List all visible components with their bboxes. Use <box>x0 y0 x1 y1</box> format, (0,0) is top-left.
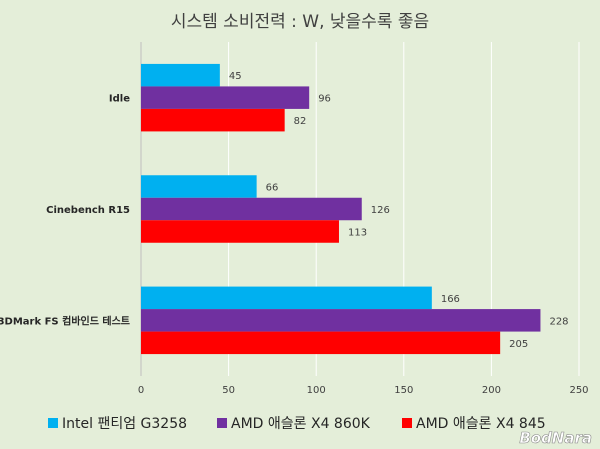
x-tick-label: 200 <box>482 385 501 396</box>
bar <box>141 63 220 87</box>
x-tick-label: 50 <box>222 385 235 396</box>
x-tick-label: 150 <box>394 385 413 396</box>
data-label: 45 <box>229 71 242 82</box>
category-label: 3DMark FS 컴바인드 테스트 <box>0 314 130 327</box>
chart-title: 시스템 소비전력 : W, 낮을수록 좋음 <box>171 12 429 32</box>
data-label: 205 <box>509 339 528 350</box>
bar <box>141 108 285 132</box>
bar <box>141 86 310 109</box>
data-label: 228 <box>549 316 568 327</box>
legend-swatch <box>48 418 58 428</box>
data-label: 82 <box>294 116 307 127</box>
bar <box>141 197 362 221</box>
bar <box>141 331 501 355</box>
data-label: 96 <box>318 94 331 105</box>
bar <box>141 220 339 243</box>
x-tick-label: 0 <box>138 385 144 396</box>
labels: 0 50 100 150 200 250 Idle 45 96 82 Cinebench R15 66… <box>0 71 589 396</box>
data-label: 113 <box>348 228 367 239</box>
data-label: 66 <box>266 183 279 194</box>
data-label: 166 <box>441 294 460 305</box>
legend-label: AMD 애슬론 X4 860K <box>231 416 371 432</box>
legend-swatch <box>402 418 412 428</box>
bar <box>141 175 257 198</box>
legend-swatch <box>217 418 227 428</box>
x-tick-label: 100 <box>307 385 326 396</box>
x-tick-label: 250 <box>569 385 588 396</box>
legend: Intel 팬티엄 G3258 AMD 애슬론 X4 860K AMD 애슬론 X4… <box>48 416 546 432</box>
bar <box>141 309 541 332</box>
category-label: Cinebench R15 <box>46 205 130 216</box>
data-label: 126 <box>371 205 390 216</box>
legend-label: AMD 애슬론 X4 845 <box>416 416 546 432</box>
bars <box>141 63 541 355</box>
bar <box>141 286 432 310</box>
legend-label: Intel 팬티엄 G3258 <box>62 416 187 432</box>
category-label: Idle <box>109 94 130 105</box>
watermark-logo: BodNara <box>519 429 592 447</box>
